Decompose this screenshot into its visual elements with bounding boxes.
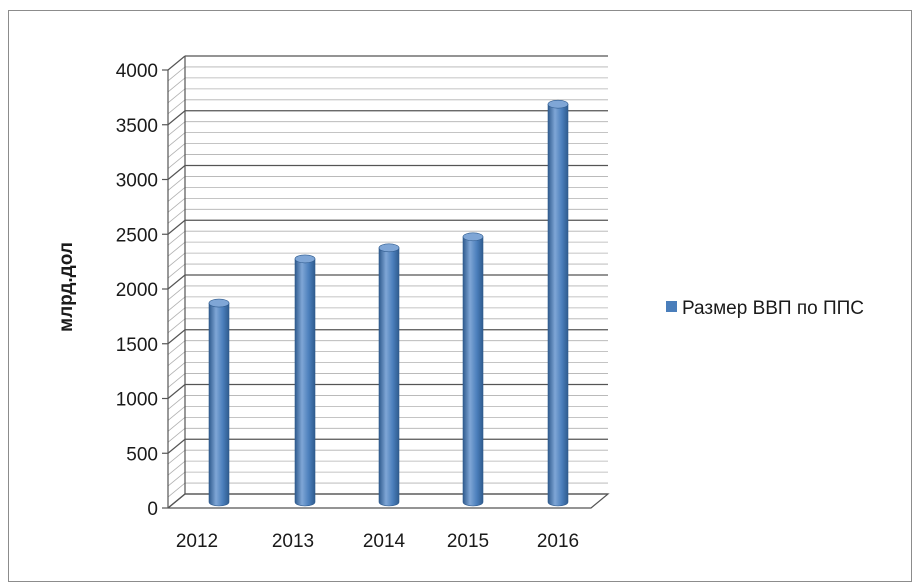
- gridline-side: [167, 395, 186, 410]
- gridline-side: [167, 427, 186, 443]
- y-tick-label: 0: [147, 499, 158, 520]
- gridline-side: [167, 384, 186, 399]
- bar-body: [208, 302, 230, 507]
- gridline-side: [167, 274, 186, 290]
- gridline-side: [167, 296, 186, 312]
- gridline-side: [167, 285, 186, 301]
- gridline-side: [167, 219, 186, 235]
- gridline-side: [167, 362, 186, 377]
- gridline-side: [167, 460, 186, 476]
- bar-top: [208, 298, 230, 308]
- bar-top: [378, 243, 400, 253]
- gridline-side: [167, 66, 186, 82]
- gridline-side: [167, 252, 186, 268]
- floor: [167, 493, 610, 509]
- x-tick-labels: 2012 2013 2014 2015 2016: [176, 531, 579, 552]
- bar: [208, 298, 230, 507]
- bar: [462, 232, 484, 507]
- y-tick-label: 1000: [116, 390, 158, 411]
- bar: [547, 99, 569, 507]
- gridline-side: [167, 438, 186, 454]
- bars: [208, 99, 569, 507]
- bar-body: [547, 103, 569, 507]
- gridline-side: [167, 340, 186, 356]
- gridline-side: [167, 406, 186, 421]
- bar-top: [462, 232, 484, 242]
- gridline-side: [167, 263, 186, 279]
- gridline-side: [167, 154, 186, 169]
- gridline-side: [167, 208, 186, 224]
- gridline-side: [167, 187, 186, 202]
- gridline-side: [167, 143, 186, 158]
- x-tick-label: 2016: [537, 531, 579, 552]
- bar-body: [294, 258, 316, 507]
- bar-body: [378, 247, 400, 507]
- bar-top: [294, 254, 316, 264]
- bar: [378, 243, 400, 507]
- y-tick-label: 2000: [116, 280, 158, 301]
- gridline-side: [167, 351, 186, 366]
- y-tick-labels: 0 500 1000 1500 2000 2500 3000 3500 4000: [116, 61, 158, 520]
- gridline-side: [167, 318, 186, 334]
- legend-swatch: [666, 301, 677, 312]
- chart-frame: [8, 10, 912, 582]
- gridline-side: [167, 307, 186, 323]
- x-tick-label: 2012: [176, 531, 218, 552]
- bar: [294, 254, 316, 507]
- y-tick-label: 2500: [116, 225, 158, 246]
- gridline-side: [167, 132, 186, 147]
- bar-top: [547, 99, 569, 109]
- gridline-side: [167, 55, 186, 71]
- y-tick-label: 1500: [116, 335, 158, 356]
- gridline-side: [167, 88, 186, 104]
- gridline-side: [167, 165, 186, 180]
- bar-body: [462, 236, 484, 507]
- gridline-side: [167, 449, 186, 465]
- y-tick-label: 500: [126, 444, 158, 465]
- gridline-side: [167, 77, 186, 93]
- gridline-side: [167, 241, 186, 257]
- gridline-side: [167, 99, 186, 115]
- gridline-side: [167, 176, 186, 191]
- legend-entry: Размер ВВП по ППС: [682, 298, 864, 319]
- gridline-side: [167, 482, 186, 498]
- x-tick-label: 2015: [447, 531, 489, 552]
- x-tick-label: 2013: [272, 531, 314, 552]
- x-tick-label: 2014: [363, 531, 406, 552]
- gridline-side: [167, 329, 186, 345]
- y-tick-label: 3500: [116, 116, 158, 137]
- gridline-side: [167, 417, 186, 432]
- legend: Размер ВВП по ППС: [666, 298, 864, 319]
- y-tick-label: 4000: [116, 61, 158, 82]
- gridline-side: [167, 198, 186, 213]
- gridline-side: [167, 110, 186, 126]
- gridline-side: [167, 230, 186, 246]
- gridline-side: [167, 373, 186, 388]
- axes: [162, 56, 610, 509]
- y-axis-label: млрд.дол: [56, 242, 77, 332]
- y-tick-label: 3000: [116, 171, 158, 192]
- gridline-side: [167, 121, 186, 137]
- gridline-side: [167, 471, 186, 487]
